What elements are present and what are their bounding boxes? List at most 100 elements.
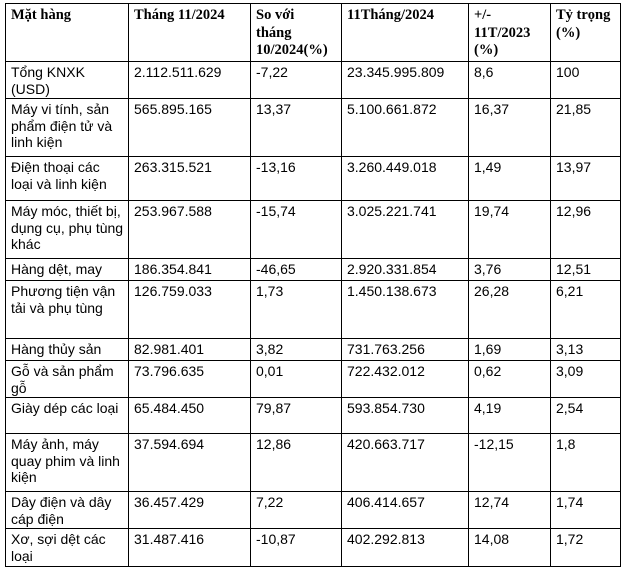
column-header-line: (%) [556, 24, 581, 41]
cell-mat-hang: Xơ, sợi dệt các loại [5, 528, 129, 567]
cell-mat-hang: Hàng dệt, may [5, 258, 129, 282]
column-header-line: +/- [474, 7, 492, 23]
cell-so-sanh-11t-2023: 16,37 [468, 98, 551, 158]
cell-thang-11-2024: 263.315.521 [128, 156, 251, 202]
cell-11-thang-2024: 1.450.138.673 [341, 280, 469, 340]
cell-so-sanh-11t-2023: 14,08 [468, 528, 551, 567]
cell-11-thang-2024: 731.763.256 [341, 338, 469, 362]
cell-thang-11-2024: 36.457.429 [128, 491, 251, 530]
cell-mat-hang: Phương tiện vận tải và phụ tùng [5, 280, 129, 340]
cell-ty-trong: 3,13 [550, 338, 621, 362]
cell-thang-11-2024: 31.487.416 [128, 528, 251, 567]
cell-so-voi-thang-10: -15,74 [250, 200, 342, 260]
cell-ty-trong: 21,85 [550, 98, 621, 158]
column-header-line: 11T/2023 [474, 24, 531, 41]
cell-thang-11-2024: 253.967.588 [128, 200, 251, 260]
table-row: Phương tiện vận tải và phụ tùng 126.759.0… [5, 280, 621, 340]
cell-thang-11-2024: 73.796.635 [128, 360, 251, 399]
cell-so-voi-thang-10: 3,82 [250, 338, 342, 362]
cell-11-thang-2024: 402.292.813 [341, 528, 469, 567]
cell-thang-11-2024: 65.484.450 [128, 397, 251, 435]
cell-mat-hang: Tổng KNXK (USD) [5, 61, 129, 100]
cell-so-sanh-11t-2023: 1,69 [468, 338, 551, 362]
cell-ty-trong: 13,97 [550, 156, 621, 202]
cell-ty-trong: 3,09 [550, 360, 621, 399]
cell-11-thang-2024: 23.345.995.809 [341, 61, 469, 100]
cell-so-voi-thang-10: -7,22 [250, 61, 342, 100]
cell-so-sanh-11t-2023: 1,49 [468, 156, 551, 202]
table-row: Điện thoại các loại và linh kiện 263.315.… [5, 156, 621, 202]
export-statistics-table: Mặt hàng Tháng 11/2024 So với tháng 10/202… [5, 2, 621, 567]
cell-ty-trong: 12,51 [550, 258, 621, 282]
table-header: Mặt hàng Tháng 11/2024 So với tháng 10/202… [5, 2, 621, 63]
cell-mat-hang: Gỗ và sản phẩm gỗ [5, 360, 129, 399]
cell-11-thang-2024: 406.414.657 [341, 491, 469, 530]
cell-so-voi-thang-10: 7,22 [250, 491, 342, 530]
cell-ty-trong: 1,8 [550, 433, 621, 493]
cell-so-voi-thang-10: 12,86 [250, 433, 342, 493]
cell-so-sanh-11t-2023: -12,15 [468, 433, 551, 493]
column-header-line: Tỷ trọng [556, 7, 611, 23]
cell-so-voi-thang-10: 1,73 [250, 280, 342, 340]
cell-mat-hang: Hàng thủy sản [5, 338, 129, 362]
cell-so-sanh-11t-2023: 12,74 [468, 491, 551, 530]
table-header-row: Mặt hàng Tháng 11/2024 So với tháng 10/202… [5, 2, 621, 63]
column-header-line: Mặt hàng [11, 7, 72, 23]
column-header-line: 11Tháng/2024 [347, 7, 435, 23]
cell-ty-trong: 100 [550, 61, 621, 100]
cell-thang-11-2024: 37.594.694 [128, 433, 251, 493]
table-body: Tổng KNXK (USD) 2.112.511.629 -7,22 23.345.… [5, 61, 621, 567]
cell-ty-trong: 1,72 [550, 528, 621, 567]
cell-thang-11-2024: 186.354.841 [128, 258, 251, 282]
cell-so-voi-thang-10: -13,16 [250, 156, 342, 202]
table-row: Gỗ và sản phẩm gỗ 73.796.635 0,01 722.432.0… [5, 360, 621, 399]
table-row: Dây điện và dây cáp điện 36.457.429 7,22 40… [5, 491, 621, 530]
cell-thang-11-2024: 2.112.511.629 [128, 61, 251, 100]
column-header-11-thang-2024: 11Tháng/2024 [341, 2, 469, 63]
cell-so-voi-thang-10: 13,37 [250, 98, 342, 158]
column-header-so-voi-thang-10-2024: So với tháng 10/2024(%) [250, 2, 342, 63]
table-row: Tổng KNXK (USD) 2.112.511.629 -7,22 23.345.… [5, 61, 621, 100]
cell-so-sanh-11t-2023: 3,76 [468, 258, 551, 282]
column-header-ty-trong: Tỷ trọng (%) [550, 2, 621, 63]
cell-ty-trong: 1,74 [550, 491, 621, 530]
column-header-mat-hang: Mặt hàng [5, 2, 129, 63]
cell-mat-hang: Điện thoại các loại và linh kiện [5, 156, 129, 202]
cell-11-thang-2024: 420.663.717 [341, 433, 469, 493]
cell-mat-hang: Máy ảnh, máy quay phim và linh kiện [5, 433, 129, 493]
export-statistics-table-container: Mặt hàng Tháng 11/2024 So với tháng 10/202… [5, 2, 621, 567]
table-row: Máy móc, thiết bị, dụng cụ, phụ tùng khá… [5, 200, 621, 260]
table-row: Máy ảnh, máy quay phim và linh kiện 37.59… [5, 433, 621, 493]
cell-11-thang-2024: 722.432.012 [341, 360, 469, 399]
table-row: Hàng dệt, may 186.354.841 -46,65 2.920.331.… [5, 258, 621, 282]
cell-11-thang-2024: 3.025.221.741 [341, 200, 469, 260]
column-header-line: So với [256, 7, 295, 23]
cell-ty-trong: 6,21 [550, 280, 621, 340]
cell-mat-hang: Máy vi tính, sản phẩm điện tử và linh ki… [5, 98, 129, 158]
table-row: Giày dép các loại 65.484.450 79,87 593.854.… [5, 397, 621, 435]
cell-11-thang-2024: 593.854.730 [341, 397, 469, 435]
cell-so-voi-thang-10: 0,01 [250, 360, 342, 399]
cell-mat-hang: Dây điện và dây cáp điện [5, 491, 129, 530]
column-header-line: 10/2024(%) [256, 42, 328, 59]
cell-so-sanh-11t-2023: 8,6 [468, 61, 551, 100]
cell-mat-hang: Máy móc, thiết bị, dụng cụ, phụ tùng khá… [5, 200, 129, 260]
cell-so-voi-thang-10: -46,65 [250, 258, 342, 282]
cell-so-sanh-11t-2023: 0,62 [468, 360, 551, 399]
cell-thang-11-2024: 126.759.033 [128, 280, 251, 340]
cell-ty-trong: 12,96 [550, 200, 621, 260]
cell-11-thang-2024: 5.100.661.872 [341, 98, 469, 158]
table-row: Máy vi tính, sản phẩm điện tử và linh ki… [5, 98, 621, 158]
cell-mat-hang: Giày dép các loại [5, 397, 129, 435]
cell-11-thang-2024: 2.920.331.854 [341, 258, 469, 282]
column-header-so-sanh-11t-2023: +/- 11T/2023 (%) [468, 2, 551, 63]
column-header-line: (%) [474, 42, 499, 59]
cell-thang-11-2024: 82.981.401 [128, 338, 251, 362]
cell-thang-11-2024: 565.895.165 [128, 98, 251, 158]
cell-11-thang-2024: 3.260.449.018 [341, 156, 469, 202]
cell-so-sanh-11t-2023: 4,19 [468, 397, 551, 435]
cell-so-voi-thang-10: -10,87 [250, 528, 342, 567]
cell-so-sanh-11t-2023: 19,74 [468, 200, 551, 260]
column-header-line: Tháng 11/2024 [134, 7, 225, 23]
cell-so-voi-thang-10: 79,87 [250, 397, 342, 435]
